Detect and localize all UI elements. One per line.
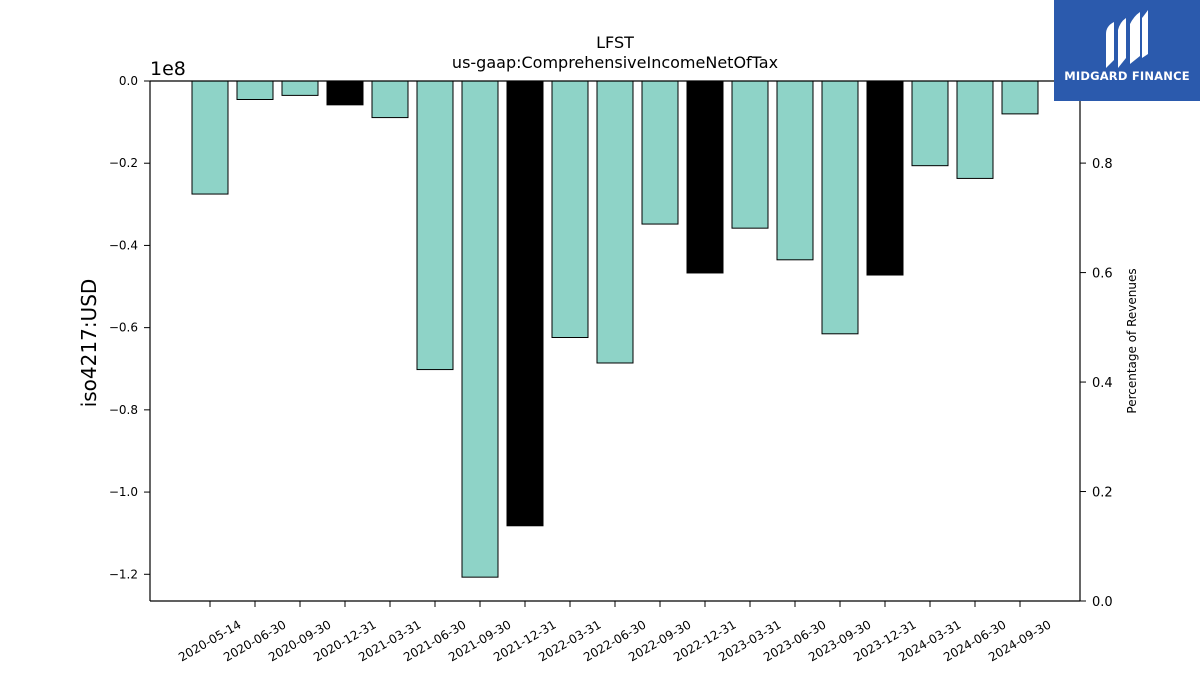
bar-2023-06-30 [776,80,814,261]
y-tick-label: 0.0 [119,74,138,88]
y-tick-label: −0.4 [109,238,138,252]
bars-group [191,80,1039,578]
y2-tick-label: 0.0 [1092,595,1113,610]
y-tick-label: −1.2 [109,567,138,581]
y-offset-label: 1e8 [150,58,186,80]
bar-2023-03-31 [731,80,769,229]
y2-axis-label: Percentage of Revenues [1125,268,1139,413]
bar-2022-03-31 [551,80,589,339]
bar-2020-09-30 [281,80,319,96]
y2-tick-label: 0.4 [1092,376,1113,391]
y-tick-label: −0.2 [109,156,138,170]
bar-2021-09-30 [461,80,499,578]
y-axis-label: iso4217:USD [77,279,101,408]
bar-2020-06-30 [236,80,274,100]
y2-tick-label: 0.2 [1092,486,1113,501]
bar-2024-09-30 [1001,80,1039,115]
y2-tick-label: 0.8 [1092,157,1113,172]
bar-2020-05-14 [191,80,229,195]
bar-2023-09-30 [821,80,859,335]
y-tick-label: −0.8 [109,403,138,417]
chart-subtitle: us-gaap:ComprehensiveIncomeNetOfTax [452,53,778,72]
y2-tick-label: 0.6 [1092,267,1113,282]
y-tick-label: −0.6 [109,321,138,335]
bar-2021-03-31 [371,80,409,119]
bar-2021-06-30 [416,80,454,371]
bar-2024-06-30 [956,80,994,179]
bar-2023-12-31 [866,80,904,276]
y-tick-label: −1.0 [109,485,138,499]
bar-2021-12-31 [506,80,544,527]
bar-2020-12-31 [326,80,364,106]
bar-2022-09-30 [641,80,679,225]
bar-2022-06-30 [596,80,634,364]
bar-2022-12-31 [686,80,724,274]
bar-2024-03-31 [911,80,949,167]
chart-title: LFST [596,33,634,52]
midgard-m-logo-icon [1106,10,1148,68]
logo-text: MIDGARD FINANCE [1064,69,1190,83]
midgard-finance-logo: MIDGARD FINANCE [1054,0,1200,101]
